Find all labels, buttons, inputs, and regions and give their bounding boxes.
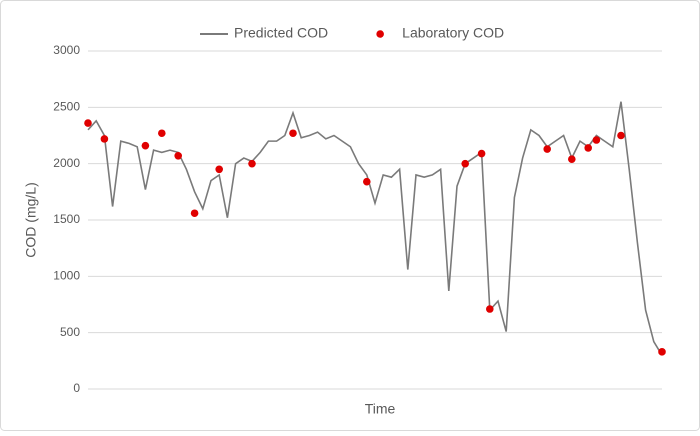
legend-label: Predicted COD: [234, 25, 328, 41]
data-point: [617, 131, 625, 140]
data-point: [141, 141, 150, 150]
data-point: [248, 159, 256, 168]
data-point: [477, 149, 486, 158]
y-tick-label: 2000: [53, 156, 80, 170]
data-point: [568, 155, 576, 163]
data-point: [289, 129, 297, 138]
data-point: [592, 136, 601, 144]
data-point: [190, 209, 199, 218]
y-tick-label: 1500: [53, 212, 80, 226]
data-point: [84, 119, 92, 127]
y-tick-label: 500: [60, 325, 80, 339]
x-axis-label: Time: [365, 401, 396, 417]
data-point: [100, 135, 109, 143]
data-point: [486, 305, 494, 313]
y-tick-label: 3000: [53, 43, 80, 57]
y-axis-label: COD (mg/L): [23, 182, 39, 257]
data-point: [658, 348, 666, 356]
legend-marker: [376, 30, 384, 38]
data-point: [584, 144, 592, 152]
data-point: [174, 151, 182, 160]
data-point: [461, 159, 470, 168]
y-tick-label: 0: [73, 381, 80, 395]
data-point: [215, 165, 223, 174]
legend-label: Laboratory COD: [402, 25, 504, 41]
data-point: [158, 129, 166, 138]
line-series: [87, 101, 663, 356]
y-tick-label: 1000: [53, 269, 80, 283]
data-point: [543, 145, 551, 153]
y-tick-label: 2500: [53, 100, 80, 114]
data-point: [363, 177, 371, 186]
